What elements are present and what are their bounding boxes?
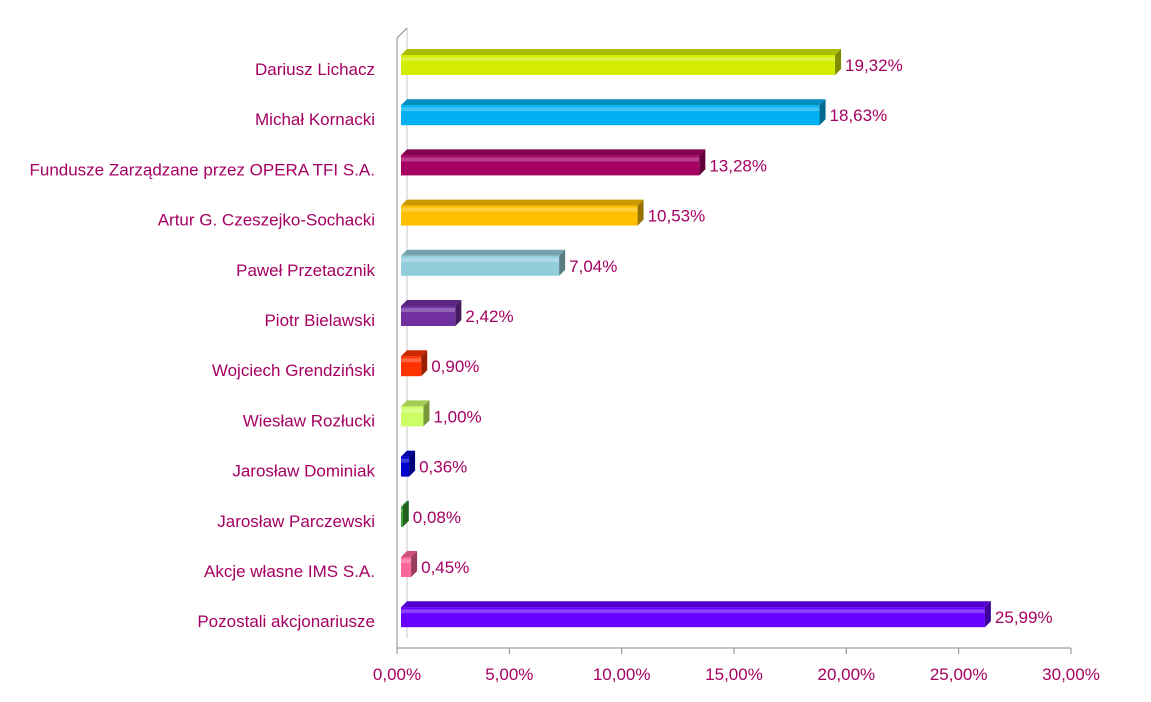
x-tick-label: 0,00% (373, 665, 421, 684)
bar-side (984, 601, 991, 628)
bar-front (401, 456, 410, 477)
data-label: 2,42% (465, 307, 513, 326)
bar-top (401, 300, 462, 306)
bars-group (401, 49, 991, 628)
bar (401, 601, 991, 628)
bar (401, 99, 826, 126)
bar-highlight (401, 157, 700, 162)
category-label: Paweł Przetacznik (236, 261, 375, 280)
x-tick-label: 15,00% (705, 665, 763, 684)
bar-highlight (401, 458, 410, 463)
bar-side (559, 249, 566, 276)
bar-highlight (401, 107, 820, 112)
bar-top (401, 149, 706, 156)
bar (401, 551, 418, 577)
bar (401, 500, 409, 527)
data-label: 0,36% (419, 458, 467, 477)
bar-highlight (401, 508, 403, 513)
bar-top (401, 400, 430, 407)
data-label: 0,08% (413, 508, 461, 527)
category-label: Wiesław Rozłucki (243, 411, 375, 430)
x-ticks: 0,00% 5,00% 10,00% 15,00% 20,00% 25,00% 30,00% (373, 648, 1100, 684)
data-label: 18,63% (830, 106, 888, 125)
bar-top (401, 450, 416, 457)
bar-side (421, 350, 428, 377)
category-label: Fundusze Zarządzane przez OPERA TFI S.A. (29, 160, 375, 179)
bar-top (401, 199, 644, 206)
bar (401, 400, 430, 427)
bar-side (455, 300, 462, 326)
bar-side (409, 450, 416, 477)
bar (401, 350, 428, 377)
category-label: Piotr Bielawski (264, 311, 375, 330)
x-tick-label: 20,00% (817, 665, 875, 684)
x-tick-label: 30,00% (1042, 665, 1100, 684)
category-label: Pozostali akcjonariusze (197, 612, 375, 631)
bar-top (401, 500, 409, 507)
x-tick-label: 5,00% (485, 665, 533, 684)
data-label: 10,53% (648, 207, 706, 226)
data-label: 0,90% (431, 357, 479, 376)
bar (401, 49, 842, 75)
bar-side (835, 49, 842, 75)
category-label: Artur G. Czeszejko-Sochacki (158, 211, 375, 230)
bar-side (411, 551, 418, 577)
bar-side (423, 400, 430, 427)
bar-highlight (401, 308, 456, 312)
bar-highlight (401, 559, 412, 563)
bar-top (401, 249, 566, 256)
data-label: 0,45% (421, 558, 469, 577)
x-tick-label: 10,00% (593, 665, 651, 684)
bar-top (401, 99, 826, 106)
bar (401, 249, 566, 276)
category-label: Akcje własne IMS S.A. (204, 562, 375, 581)
category-label: Dariusz Lichacz (255, 60, 375, 79)
bar-front (401, 506, 403, 527)
bar (401, 149, 706, 176)
bar-front (401, 557, 412, 577)
bar-side (819, 99, 826, 126)
bar-side (402, 500, 409, 527)
data-label: 1,00% (433, 407, 481, 426)
bar (401, 450, 416, 477)
category-label: Wojciech Grendziński (212, 361, 375, 380)
x-tick-label: 25,00% (930, 665, 988, 684)
data-label: 25,99% (995, 608, 1053, 627)
bar-side (699, 149, 706, 176)
bar-top (401, 551, 418, 557)
data-label: 7,04% (569, 257, 617, 276)
category-labels: Dariusz Lichacz Michał Kornacki Fundusze Z… (29, 60, 375, 631)
category-label: Michał Kornacki (255, 110, 375, 129)
bar (401, 199, 644, 226)
bar-top (401, 49, 842, 55)
bar-highlight (401, 358, 422, 363)
wall-top-edge (396, 27, 408, 39)
data-labels: 19,32% 18,63% 13,28% 10,53% 7,04% 2,42% 0,90% 1… (413, 56, 1053, 627)
bar-highlight (401, 609, 985, 614)
bar-highlight (401, 57, 836, 61)
bar-highlight (401, 257, 560, 262)
category-label: Jarosław Dominiak (232, 462, 375, 481)
category-label: Jarosław Parczewski (217, 512, 375, 531)
bar-side (637, 199, 644, 226)
data-label: 19,32% (845, 56, 903, 75)
bar-highlight (401, 207, 638, 212)
bar-top (401, 350, 428, 357)
data-label: 13,28% (709, 156, 767, 175)
bar-highlight (401, 408, 424, 413)
bar (401, 300, 462, 326)
bar-top (401, 601, 991, 608)
